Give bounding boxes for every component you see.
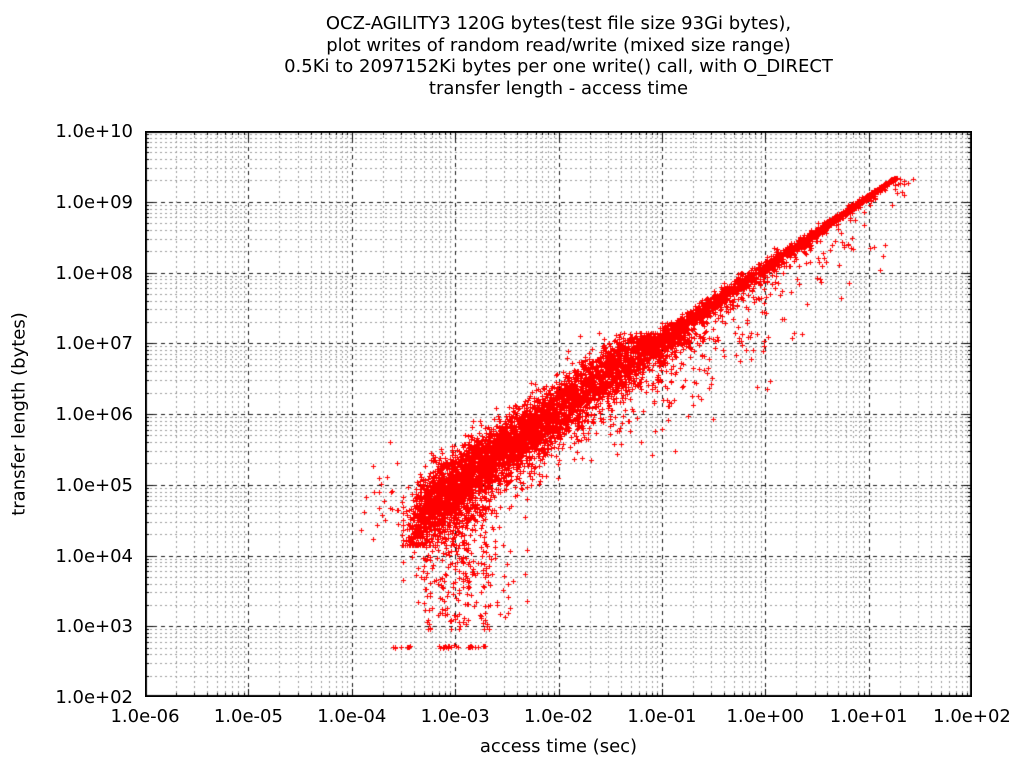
y-tick-label: 1.0e+10 <box>55 121 133 142</box>
x-axis-label: access time (sec) <box>479 736 638 757</box>
y-tick-label: 1.0e+04 <box>55 545 133 567</box>
x-tick-label: 1.0e-03 <box>420 706 490 727</box>
x-tick-label: 1.0e+01 <box>829 706 908 727</box>
x-tick-label: 1.0e+02 <box>933 706 1011 727</box>
title-line-3: 0.5Ki to 2097152Ki bytes per one write()… <box>284 56 833 77</box>
title-line-1: OCZ-AGILITY3 120G bytes(test file size 9… <box>325 13 792 34</box>
y-tick-label: 1.0e+03 <box>55 616 133 638</box>
x-tick-label: 1.0e-05 <box>213 706 283 727</box>
y-tick-label: 1.0e+08 <box>55 262 133 284</box>
title-line-2: plot writes of random read/write (mixed … <box>326 34 791 56</box>
y-tick-label: 1.0e+06 <box>55 404 133 425</box>
x-tick-label: 1.0e+00 <box>726 706 805 727</box>
title-line-4: transfer length - access time <box>428 77 689 99</box>
y-tick-label: 1.0e+05 <box>55 474 133 496</box>
x-tick-label: 1.0e-02 <box>523 706 594 727</box>
x-tick-label: 1.0e-04 <box>317 706 387 727</box>
y-tick-label: 1.0e+02 <box>55 687 133 708</box>
y-tick-label: 1.0e+07 <box>55 333 133 355</box>
chart-title: OCZ-AGILITY3 120G bytes(test file size 9… <box>145 13 972 99</box>
x-tick-label: 1.0e-01 <box>627 706 697 727</box>
plot-canvas <box>145 131 972 697</box>
x-tick-label: 1.0e-06 <box>110 706 180 727</box>
y-tick-label: 1.0e+09 <box>55 191 133 213</box>
